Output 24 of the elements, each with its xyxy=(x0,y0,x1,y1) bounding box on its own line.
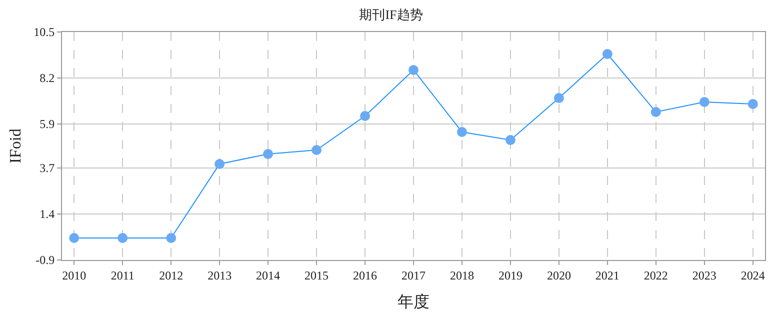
x-tick-label: 2023 xyxy=(692,268,716,282)
x-tick-label: 2015 xyxy=(304,268,329,282)
x-tick-label: 2012 xyxy=(159,268,184,282)
x-tick-label: 2018 xyxy=(450,268,474,282)
y-axis-title: IFoid xyxy=(8,128,24,164)
x-tick-label: 2014 xyxy=(256,268,280,282)
x-tick-label: 2011 xyxy=(110,268,134,282)
y-tick-label: 3.7 xyxy=(40,161,55,176)
x-tick-label: 2010 xyxy=(62,268,86,282)
chart-title: 期刊IF趋势 xyxy=(359,7,423,22)
y-tick-label: 5.9 xyxy=(40,117,55,132)
x-axis-title: 年度 xyxy=(398,293,430,312)
y-tick-label: 8.2 xyxy=(40,71,55,86)
x-tick-label: 2019 xyxy=(498,268,522,282)
x-tick-label: 2021 xyxy=(595,268,620,282)
x-tick-label: 2017 xyxy=(402,268,426,282)
x-tick-label: 2020 xyxy=(546,268,571,282)
y-tick-label: -0.9 xyxy=(36,253,55,268)
y-tick-label: 10.5 xyxy=(34,25,55,40)
x-tick-label: 2016 xyxy=(353,268,378,282)
x-tick-label: 2013 xyxy=(208,268,232,282)
x-tick-label: 2024 xyxy=(740,268,765,282)
x-tick-label: 2022 xyxy=(644,268,668,282)
y-tick-label: 1.4 xyxy=(40,207,55,222)
